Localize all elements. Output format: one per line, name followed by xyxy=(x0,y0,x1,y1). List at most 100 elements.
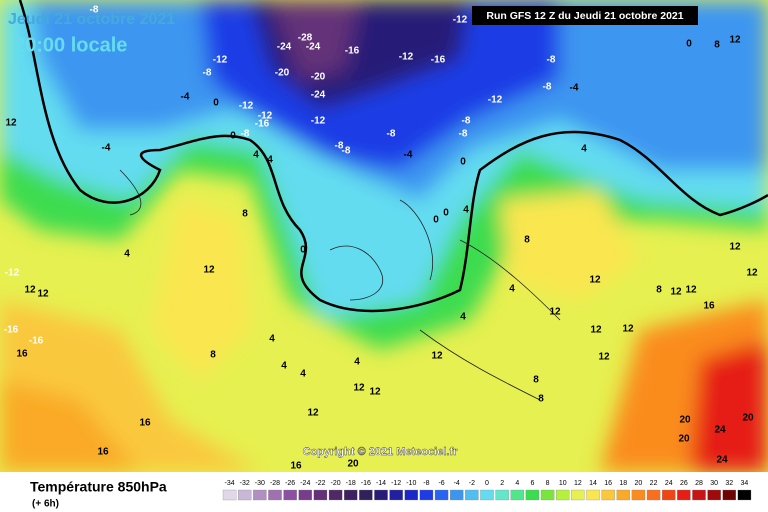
contour-label: -16 xyxy=(431,55,446,66)
scale-label: -2 xyxy=(469,480,475,487)
scale-swatch xyxy=(328,489,343,501)
scale-label: -6 xyxy=(438,480,444,487)
scale-swatch xyxy=(283,489,297,501)
contour-label: 0 xyxy=(230,131,236,142)
contour-label: 8 xyxy=(533,375,539,386)
scale-swatch xyxy=(601,489,615,501)
contour-label: 24 xyxy=(716,455,728,466)
scale-label: -8 xyxy=(423,480,429,487)
scale-swatch xyxy=(646,489,661,501)
contour-label: -8 xyxy=(387,129,396,140)
scale-label: -12 xyxy=(391,480,401,487)
scale-swatch xyxy=(555,489,570,501)
contour-label: 8 xyxy=(656,285,662,296)
scale-label: 8 xyxy=(546,480,550,487)
scale-swatch xyxy=(434,489,449,501)
contour-label: -12 xyxy=(5,268,20,279)
contour-label: -20 xyxy=(275,68,290,79)
contour-label: -8 xyxy=(459,129,468,140)
scale-swatch xyxy=(480,489,494,501)
contour-label: -4 xyxy=(181,92,190,103)
contour-label: 0 xyxy=(300,245,306,256)
scale-label: -32 xyxy=(240,480,250,487)
scale-label: -20 xyxy=(331,480,341,487)
contour-label: 12 xyxy=(746,268,758,279)
contour-label: 4 xyxy=(300,369,306,380)
scale-label: 34 xyxy=(741,480,749,487)
contour-label: -12 xyxy=(239,101,254,112)
zero-isotherm xyxy=(18,0,768,313)
contour-label: -4 xyxy=(570,83,579,94)
contour-label: 0 xyxy=(433,215,439,226)
contour-label: 8 xyxy=(524,235,530,246)
contour-label: 12 xyxy=(590,325,602,336)
scale-swatch xyxy=(419,489,434,501)
footer-title: Température 850hPa xyxy=(30,479,167,495)
contour-label: 4 xyxy=(269,334,275,345)
scale-label: -16 xyxy=(361,480,371,487)
scale-swatch xyxy=(465,489,479,501)
scale-swatch xyxy=(677,489,691,501)
scale-label: -28 xyxy=(270,480,280,487)
date: Jeudi 21 octobre 2021 xyxy=(8,11,175,28)
contour-label: 0 xyxy=(213,98,219,109)
scale-label: 4 xyxy=(515,480,519,487)
contour-label: 4 xyxy=(354,357,360,368)
scale-label: 18 xyxy=(619,480,627,487)
scale-swatch xyxy=(586,489,600,501)
contour-label: 4 xyxy=(581,144,587,155)
scale-label: -4 xyxy=(454,480,460,487)
contour-label: 0 xyxy=(443,208,449,219)
contour-label: 0 xyxy=(460,157,466,168)
contour-label: -8 xyxy=(462,116,471,127)
scale-swatch xyxy=(661,489,676,501)
contour-label: 12 xyxy=(729,242,741,253)
contour-label: 4 xyxy=(463,205,469,216)
contour-label: -16 xyxy=(29,336,44,347)
contour-label: -12 xyxy=(311,116,326,127)
scale-label: 10 xyxy=(559,480,567,487)
scale-swatch xyxy=(374,489,388,501)
contour-label: 4 xyxy=(509,284,515,295)
scale-label: -24 xyxy=(300,480,310,487)
scale-swatch xyxy=(389,489,403,501)
scale-swatch xyxy=(540,489,555,501)
contour-label: -8 xyxy=(203,68,212,79)
scale-label: 16 xyxy=(604,480,612,487)
contour-label: 12 xyxy=(353,383,365,394)
scale-label: -10 xyxy=(406,480,416,487)
contour-label: -12 xyxy=(258,111,273,122)
contour-label: 8 xyxy=(538,394,544,405)
scale-label: 22 xyxy=(650,480,658,487)
scale-swatch xyxy=(359,489,373,501)
contour-label: 4 xyxy=(124,249,130,260)
contour-label: 16 xyxy=(139,418,151,429)
scale-label: -26 xyxy=(285,480,295,487)
scale-swatch xyxy=(692,489,706,501)
scale-label: -22 xyxy=(315,480,325,487)
contour-label: 20 xyxy=(678,434,690,445)
contour-label: 12 xyxy=(685,285,697,296)
scale-label: 14 xyxy=(589,480,597,487)
contour-label: -8 xyxy=(547,55,556,66)
footer-lead: (+ 6h) xyxy=(32,499,59,510)
scale-swatch xyxy=(253,489,267,501)
contour-label: -24 xyxy=(306,42,321,53)
contour-label: -16 xyxy=(255,119,270,130)
scale-label: 0 xyxy=(485,480,489,487)
contour-label: -12 xyxy=(399,52,414,63)
scale-label: -34 xyxy=(225,480,235,487)
contour-label: 12 xyxy=(589,275,601,286)
contour-label: -8 xyxy=(543,82,552,93)
contour-label: 8 xyxy=(242,209,248,220)
contour-label: 8 xyxy=(714,40,720,51)
contour-label: -4 xyxy=(102,143,111,154)
contour-label: 16 xyxy=(16,349,28,360)
map: -8-12-28-24-24 -16-12 -16-20 -20-24-12-8-40… xyxy=(0,0,768,472)
contour-label: -8 xyxy=(241,129,250,140)
contour-label: -12 xyxy=(453,15,468,26)
scale-swatch xyxy=(722,489,737,501)
contour-labels: -8-12-28-24-24 -16-12 -16-20 -20-24-12-8-40… xyxy=(4,5,758,472)
scale-swatch xyxy=(737,489,752,501)
